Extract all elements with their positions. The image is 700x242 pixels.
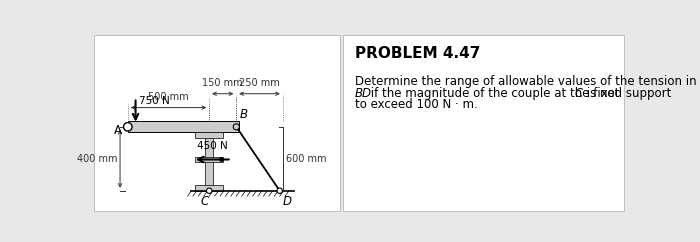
Text: 400 mm: 400 mm <box>77 154 118 164</box>
Text: 500 mm: 500 mm <box>148 92 189 102</box>
Bar <box>195 185 223 191</box>
Text: 450 N: 450 N <box>197 141 228 151</box>
Text: PROBLEM 4.47: PROBLEM 4.47 <box>355 46 480 61</box>
Text: to exceed 100 N · m.: to exceed 100 N · m. <box>355 98 477 111</box>
Text: D: D <box>283 195 292 208</box>
Circle shape <box>277 188 282 193</box>
Bar <box>195 157 223 162</box>
Text: 750 N: 750 N <box>139 96 170 106</box>
Text: 150 mm: 150 mm <box>202 78 243 88</box>
Bar <box>205 132 213 191</box>
Bar <box>195 132 223 138</box>
Text: is not: is not <box>582 87 619 100</box>
Text: B: B <box>239 108 247 121</box>
Text: if the magnitude of the couple at the fixed support: if the magnitude of the couple at the fi… <box>368 87 676 100</box>
Text: A: A <box>114 124 122 137</box>
Text: Determine the range of allowable values of the tension in wire: Determine the range of allowable values … <box>355 75 700 88</box>
Text: C: C <box>575 87 583 100</box>
Circle shape <box>206 188 212 193</box>
Bar <box>94 35 340 211</box>
Text: C: C <box>200 195 209 208</box>
Bar <box>128 121 239 132</box>
Bar <box>343 35 624 211</box>
Text: 600 mm: 600 mm <box>286 154 326 164</box>
Circle shape <box>123 123 132 131</box>
Circle shape <box>233 124 239 130</box>
Text: 250 mm: 250 mm <box>239 78 280 88</box>
Text: BD: BD <box>355 87 372 100</box>
